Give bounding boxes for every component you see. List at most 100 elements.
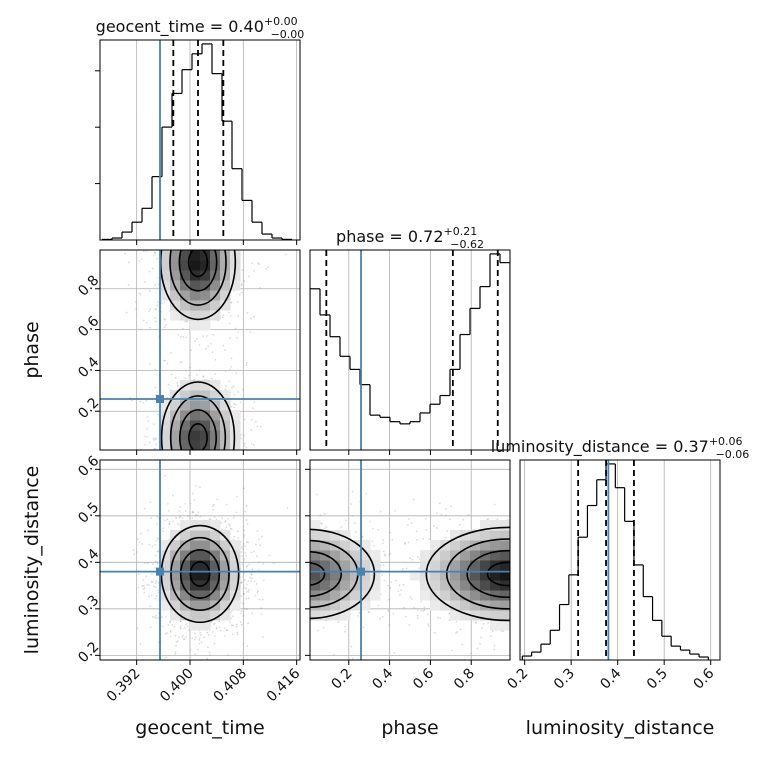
scatter-point: [267, 565, 269, 567]
scatter-point: [536, 605, 538, 607]
scatter-point: [438, 502, 441, 505]
scatter-point: [207, 665, 209, 667]
scatter-point: [209, 226, 211, 228]
density-cell: [230, 440, 241, 450]
scatter-point: [183, 192, 185, 194]
scatter-point: [246, 311, 249, 314]
scatter-point: [549, 567, 551, 569]
scatter-point: [536, 579, 538, 581]
scatter-point: [254, 594, 256, 597]
density-cell: [190, 320, 201, 331]
scatter-point: [321, 522, 324, 525]
scatter-point: [239, 228, 241, 230]
scatter-point: [275, 567, 277, 569]
scatter-point: [218, 224, 220, 226]
scatter-point: [543, 608, 545, 610]
scatter-point: [250, 573, 253, 576]
scatter-point: [218, 230, 220, 232]
scatter-point: [245, 505, 248, 507]
density-cell: [200, 400, 211, 411]
scatter-point: [192, 463, 194, 465]
scatter-point: [255, 583, 258, 585]
scatter-point: [541, 547, 543, 549]
scatter-point: [199, 631, 202, 634]
scatter-point: [572, 592, 574, 594]
scatter-point: [522, 590, 524, 592]
density-cell: [220, 590, 231, 601]
scatter-point: [156, 304, 159, 307]
scatter-point: [163, 495, 165, 497]
scatter-point: [198, 637, 201, 639]
scatter-point: [582, 629, 584, 631]
scatter-point: [205, 347, 208, 350]
density-cell: [160, 290, 171, 301]
scatter-point: [221, 467, 223, 469]
scatter-point: [235, 623, 238, 626]
scatter-point: [415, 538, 418, 541]
scatter-point: [251, 262, 254, 265]
scatter-point: [523, 599, 525, 601]
scatter-point: [553, 550, 555, 552]
density-cell: [360, 600, 371, 611]
scatter-point: [614, 595, 616, 597]
scatter-point: [230, 617, 232, 620]
scatter-point: [229, 315, 232, 317]
scatter-point: [170, 373, 173, 376]
density-cell: [460, 530, 471, 541]
scatter-point: [388, 553, 391, 556]
scatter-point: [603, 561, 605, 563]
scatter-point: [168, 238, 170, 240]
scatter-point: [377, 529, 380, 531]
density-cell: [190, 430, 201, 441]
scatter-point: [244, 586, 246, 589]
scatter-point: [475, 621, 478, 624]
scatter-point: [481, 627, 483, 629]
scatter-point: [179, 625, 182, 628]
scatter-point: [178, 464, 180, 466]
density-cell: [370, 570, 381, 581]
scatter-point: [563, 561, 565, 563]
density-cell: [330, 580, 341, 591]
scatter-point: [177, 451, 179, 453]
scatter-point: [233, 406, 236, 409]
scatter-point: [407, 541, 410, 544]
scatter-point: [211, 212, 213, 214]
scatter-point: [199, 454, 201, 456]
scatter-point: [205, 216, 207, 218]
scatter-point: [350, 645, 353, 648]
scatter-point: [257, 538, 260, 540]
scatter-point: [264, 555, 266, 557]
scatter-point: [186, 481, 188, 483]
density-cell: [160, 430, 171, 441]
scatter-point: [581, 569, 583, 571]
scatter-point: [538, 576, 540, 578]
scatter-point: [587, 556, 589, 558]
scatter-point: [196, 455, 198, 457]
scatter-point: [208, 220, 210, 222]
density-cell: [350, 540, 361, 551]
density-cell: [200, 300, 211, 311]
density-cell: [180, 550, 191, 561]
density-cell: [450, 530, 461, 541]
scatter-point: [470, 652, 472, 655]
scatter-point: [228, 368, 231, 371]
density-cell: [230, 410, 241, 421]
scatter-point: [213, 635, 216, 637]
scatter-point: [287, 535, 289, 537]
scatter-point: [543, 577, 545, 579]
panel-content: [101, 40, 293, 240]
scatter-point: [176, 171, 178, 173]
scatter-point: [555, 565, 557, 567]
scatter-point: [194, 237, 196, 239]
scatter-point: [525, 576, 527, 578]
scatter-point: [219, 461, 221, 463]
scatter-point: [400, 589, 402, 591]
scatter-point: [197, 493, 199, 495]
truth-marker: [156, 567, 164, 576]
scatter-point: [172, 475, 174, 477]
density-cell: [470, 610, 481, 621]
scatter-point: [280, 568, 282, 570]
scatter-point: [197, 243, 199, 245]
scatter-point: [293, 600, 295, 602]
density-cell: [480, 610, 491, 621]
